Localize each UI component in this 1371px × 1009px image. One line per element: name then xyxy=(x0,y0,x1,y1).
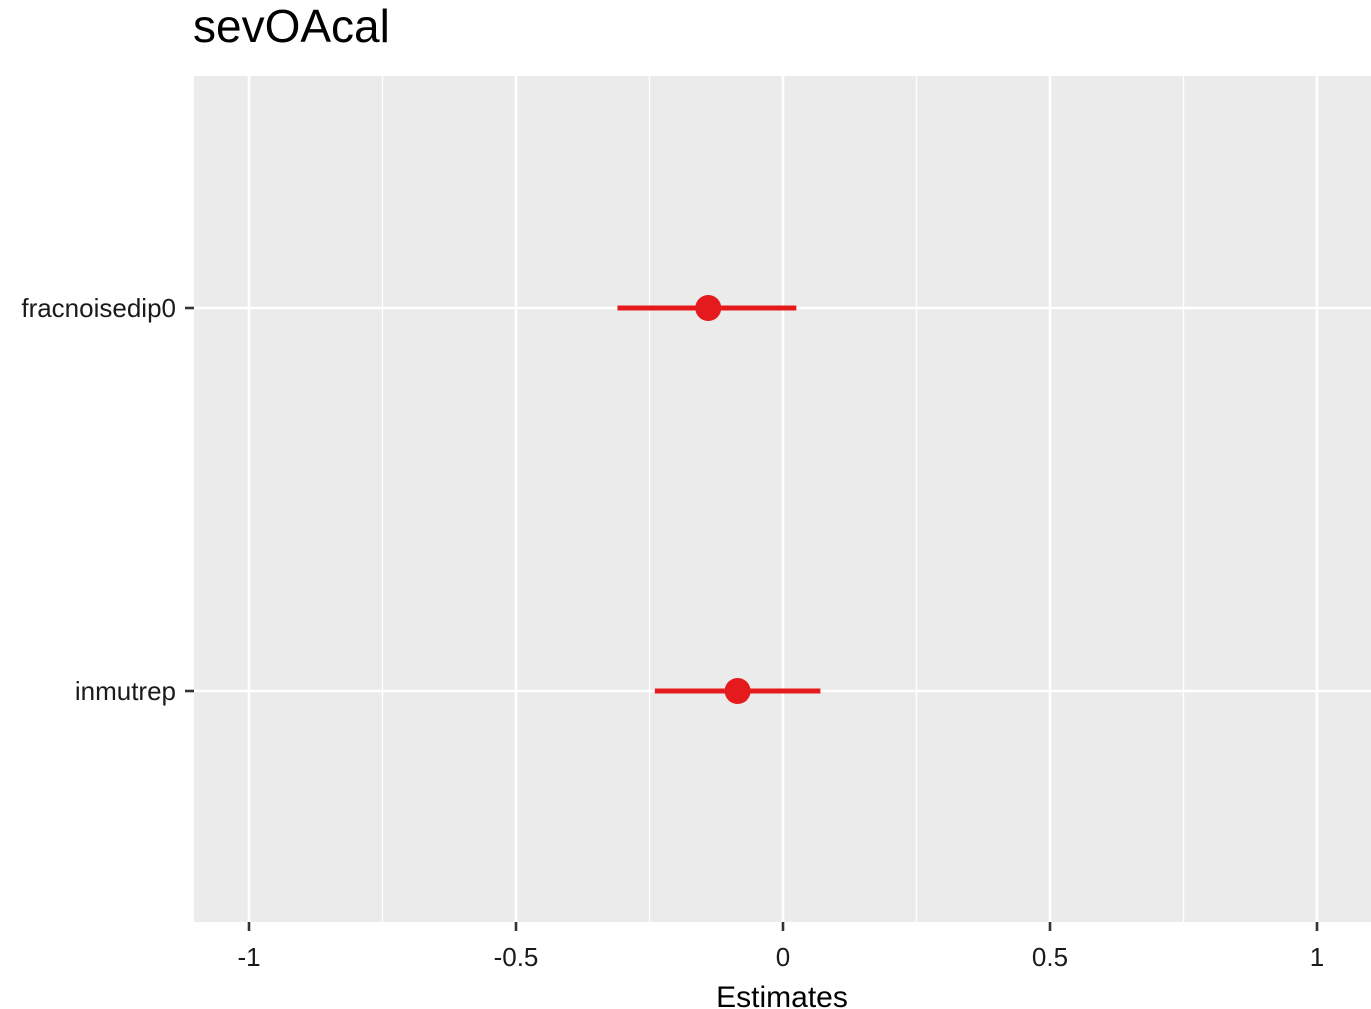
estimate-point xyxy=(695,295,722,321)
x-tick-label: 0.5 xyxy=(1032,942,1068,972)
estimate-point xyxy=(724,678,751,704)
y-tick-label: inmutrep xyxy=(75,676,176,706)
x-tick-label: -0.5 xyxy=(494,942,539,972)
x-tick-label: 1 xyxy=(1310,942,1324,972)
x-axis-title: Estimates xyxy=(716,981,848,1009)
y-tick-label: fracnoisedip0 xyxy=(21,293,176,323)
minor-gridlines xyxy=(381,76,1185,922)
x-tick-label: -1 xyxy=(237,942,260,972)
x-tick-label: 0 xyxy=(776,942,790,972)
y-axis: fracnoisedip0 inmutrep xyxy=(21,293,194,706)
estimate-marks xyxy=(617,295,821,704)
x-axis: -1 -0.5 0 0.5 1 xyxy=(237,922,1324,972)
chart-title: sevOAcal xyxy=(193,0,390,52)
